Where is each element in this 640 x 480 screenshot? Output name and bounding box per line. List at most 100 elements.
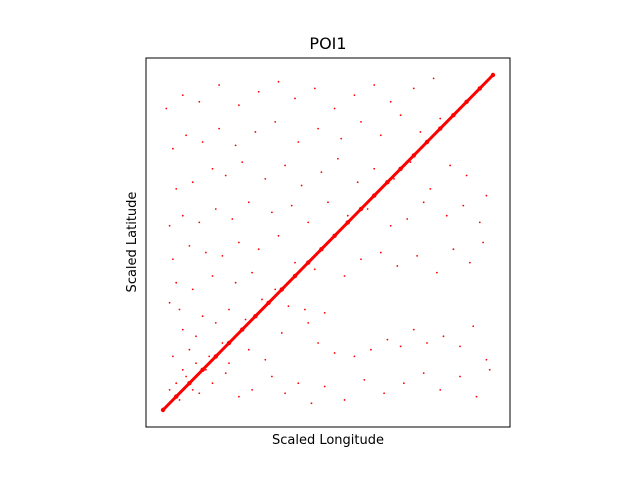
scatter-point	[238, 241, 240, 244]
scatter-point	[264, 358, 267, 361]
diagonal-trace	[161, 73, 495, 412]
scatter-point	[462, 204, 465, 207]
scatter-point	[191, 181, 194, 184]
scatter-point	[333, 352, 336, 354]
scatter-point	[459, 345, 461, 348]
scatter-point	[389, 100, 392, 103]
scatter-point	[403, 382, 405, 385]
scatter-point	[224, 174, 227, 177]
scatter-point	[218, 84, 221, 86]
scatter-point	[353, 94, 356, 96]
scatter-point	[488, 368, 491, 371]
scatter-point	[274, 121, 277, 123]
scatter-point	[168, 389, 171, 391]
scatter-point	[346, 214, 349, 217]
scatter-point	[172, 258, 174, 261]
scatter-point	[386, 338, 389, 341]
scatter-point	[198, 221, 201, 224]
scatter-point	[323, 385, 326, 388]
scatter-point	[300, 184, 303, 187]
scatter-point	[181, 214, 184, 217]
scatter-point	[465, 174, 468, 177]
scatter-point	[221, 342, 224, 344]
scatter-point	[419, 131, 422, 133]
scatter-point	[363, 378, 366, 381]
x-axis-label: Scaled Longitude	[272, 433, 384, 448]
scatter-point	[251, 389, 254, 391]
scatter-point	[294, 261, 296, 264]
scatter-point	[244, 318, 247, 321]
scatter-point	[165, 107, 168, 110]
scatter-point	[247, 201, 250, 204]
scatter-point	[469, 261, 471, 264]
scatter-point	[211, 275, 214, 277]
scatter-point	[379, 134, 382, 137]
scatter-point	[185, 375, 188, 378]
scatter-point	[370, 348, 372, 351]
scatter-point	[366, 208, 369, 210]
scatter-point	[396, 265, 399, 267]
scatter-point	[307, 322, 310, 324]
scatter-point	[172, 355, 174, 358]
scatter-point	[323, 311, 326, 314]
scatter-point	[337, 157, 339, 160]
scatter-point	[353, 355, 356, 358]
scatter-point	[277, 80, 280, 83]
scatter-point	[317, 127, 319, 130]
scatter-point	[313, 268, 316, 271]
scatter-point	[472, 325, 475, 328]
scatter-point	[406, 218, 409, 220]
scatter-point	[224, 372, 227, 375]
scatter-point	[310, 402, 313, 405]
scatter-point	[251, 271, 254, 274]
scatter-point	[422, 372, 425, 375]
scatter-point	[264, 177, 267, 180]
scatter-point	[475, 395, 478, 398]
scatter-point	[297, 382, 300, 385]
scatter-point	[188, 244, 191, 247]
scatter-point	[409, 161, 412, 164]
scatter-point	[168, 301, 171, 304]
scatter-point	[313, 87, 316, 90]
scatter-point	[379, 251, 382, 254]
scatter-point	[294, 97, 296, 100]
y-axis-label: Scaled Latitude	[125, 192, 140, 293]
scatter-point	[198, 392, 201, 395]
scatter-point	[234, 144, 237, 147]
scatter-point	[195, 335, 197, 338]
scatter-point	[208, 355, 211, 358]
scatter-point	[228, 362, 230, 364]
scatter-point	[452, 248, 455, 251]
scatter-point	[191, 288, 194, 291]
scatter-point	[412, 328, 415, 331]
scatter-point	[238, 104, 240, 107]
scatter-point	[198, 100, 201, 103]
scatter-point	[214, 322, 217, 324]
scatter-point	[304, 308, 306, 311]
scatter-point	[271, 375, 273, 378]
scatter-point	[257, 90, 260, 93]
scatter-point	[485, 358, 488, 361]
scatter-point	[191, 389, 194, 391]
scatter-point	[175, 188, 178, 190]
scatter-point	[175, 281, 178, 284]
scatter-point	[445, 214, 448, 217]
scatter-point	[261, 298, 263, 301]
scatter-point	[360, 121, 362, 123]
scatter-point	[221, 255, 224, 257]
scatter-point	[205, 368, 207, 371]
scatter-point	[485, 194, 488, 197]
scatter-point	[383, 392, 385, 395]
scatter-point	[201, 141, 204, 143]
scatter-point	[205, 251, 207, 254]
scatter-point	[343, 399, 346, 401]
scatter-point	[254, 131, 257, 133]
scatter-point	[287, 305, 290, 308]
scatter-point	[277, 234, 280, 237]
scatter-point	[178, 399, 181, 401]
scatter-point	[228, 308, 230, 311]
scatter-point	[234, 281, 237, 284]
scatter-point	[284, 164, 286, 167]
scatter-point	[290, 204, 293, 207]
scatter-point	[168, 224, 171, 227]
